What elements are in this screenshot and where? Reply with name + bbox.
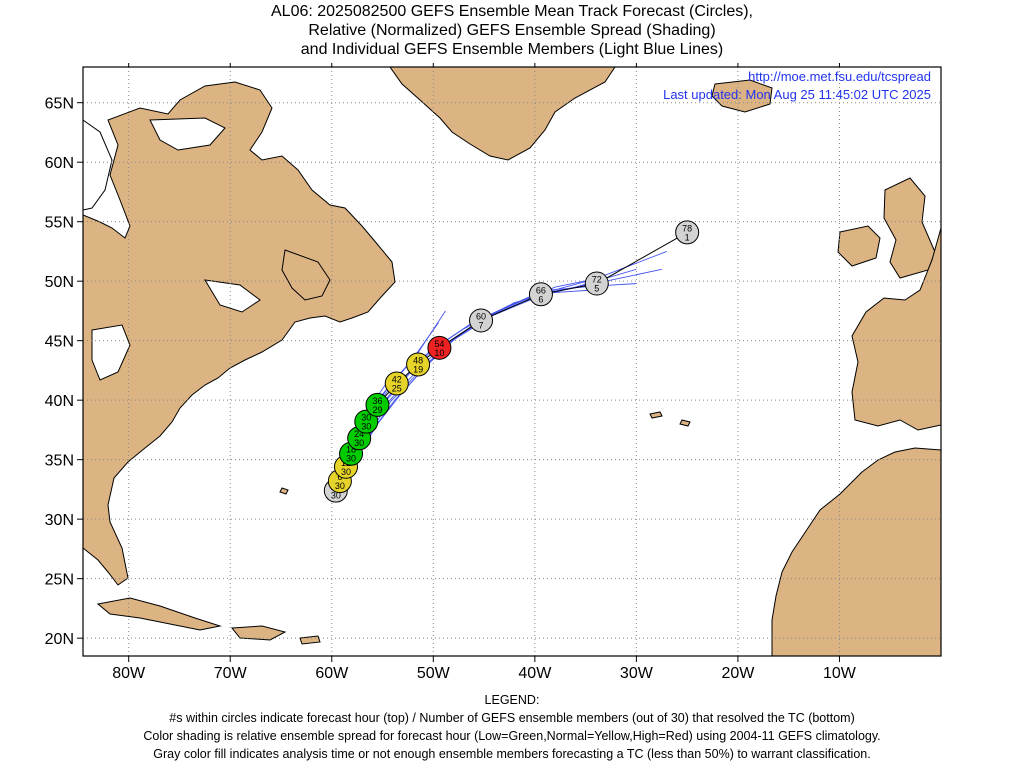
x-tick-label: 20W — [721, 665, 755, 682]
forecast-hour-label: 78 — [682, 223, 692, 233]
forecast-hour-label: 30 — [361, 413, 371, 423]
forecast-point: 607 — [469, 308, 494, 333]
chart-title-line-2: Relative (Normalized) GEFS Ensemble Spre… — [308, 22, 716, 39]
north-america-land — [83, 81, 396, 586]
plot-frame — [82, 66, 942, 657]
x-tick-label: 10W — [823, 665, 857, 682]
great-lakes — [91, 324, 131, 381]
member-count-label: 10 — [434, 348, 444, 358]
member-count-label: 30 — [335, 481, 345, 491]
land-masses — [83, 67, 941, 656]
y-tick-label: 35N — [45, 453, 74, 470]
bermuda-land — [279, 487, 289, 495]
forecast-circle — [365, 392, 390, 417]
forecast-point: 725 — [584, 271, 609, 296]
last-updated: Last updated: Mon Aug 25 11:45:02 UTC 20… — [663, 87, 931, 102]
forecast-hour-label: 24 — [354, 429, 364, 439]
x-axis: 80W 70W 60W 50W 40W 30W 20W 10W — [112, 63, 857, 682]
map-grid — [83, 67, 941, 656]
member-count-label: 19 — [413, 364, 423, 374]
legend-line-2: Color shading is relative ensemble sprea… — [143, 729, 881, 743]
forecast-hour-label: 48 — [413, 355, 423, 365]
forecast-circle — [528, 282, 553, 307]
forecast-circle — [675, 220, 700, 245]
forecast-circle — [354, 409, 379, 434]
member-count-label: 25 — [392, 384, 402, 394]
x-tick-label: 80W — [112, 665, 146, 682]
forecast-circle — [469, 308, 494, 333]
ireland-land — [837, 225, 881, 267]
x-tick-label: 60W — [315, 665, 349, 682]
member-count-label: 30 — [361, 422, 371, 432]
gulf-of-st-lawrence — [204, 279, 261, 313]
forecast-hour-label: 42 — [392, 375, 402, 385]
y-axis: 20N 25N 30N 35N 40N 45N 50N 55N 60N 65N — [45, 96, 83, 648]
x-tick-label: 40W — [518, 665, 552, 682]
iceland-land — [711, 79, 773, 113]
member-count-label: 1 — [685, 232, 690, 242]
forecast-hour-label: 36 — [372, 396, 382, 406]
y-tick-label: 65N — [45, 96, 74, 113]
forecast-circle — [384, 371, 409, 396]
hispaniola-land — [231, 625, 287, 641]
x-tick-label: 30W — [620, 665, 654, 682]
hudson-bay — [83, 119, 113, 211]
member-count-label: 30 — [341, 467, 351, 477]
forecast-hour-label: 66 — [536, 285, 546, 295]
forecast-point: 666 — [528, 282, 553, 307]
legend-line-3: Gray color fill indicates analysis time … — [153, 747, 871, 761]
azores-land — [649, 411, 663, 419]
legend-line-1: #s within circles indicate forecast hour… — [169, 711, 855, 725]
forecast-circle — [584, 271, 609, 296]
x-tick-label: 50W — [417, 665, 451, 682]
y-tick-label: 40N — [45, 393, 74, 410]
foxe-basin — [149, 117, 226, 151]
member-count-label: 30 — [354, 438, 364, 448]
y-tick-label: 60N — [45, 155, 74, 172]
forecast-hour-label: 54 — [434, 339, 444, 349]
forecast-hour-label: 18 — [346, 445, 356, 455]
chart-title-line-1: AL06: 2025082500 GEFS Ensemble Mean Trac… — [271, 3, 753, 20]
puerto-rico-land — [299, 635, 321, 645]
y-tick-label: 20N — [45, 631, 74, 648]
forecast-circle — [427, 335, 452, 360]
member-count-label: 7 — [479, 320, 484, 330]
source-url[interactable]: http://moe.met.fsu.edu/tcspread — [748, 69, 931, 84]
newfoundland-land — [281, 249, 331, 301]
y-tick-label: 50N — [45, 274, 74, 291]
europe-africa-land — [851, 227, 941, 431]
forecast-hour-label: 72 — [592, 275, 602, 285]
y-tick-label: 25N — [45, 572, 74, 589]
member-count-label: 30 — [346, 454, 356, 464]
forecast-hour-label: 60 — [476, 311, 486, 321]
member-count-label: 29 — [372, 405, 382, 415]
forecast-circles: 0306301230183024303030362942254819541060… — [323, 220, 700, 503]
legend-heading: LEGEND: — [484, 693, 540, 707]
forecast-point: 781 — [675, 220, 700, 245]
cuba-land — [96, 597, 222, 631]
greenland-land — [389, 67, 616, 161]
forecast-circle — [406, 352, 431, 377]
y-tick-label: 45N — [45, 334, 74, 351]
y-tick-label: 55N — [45, 215, 74, 232]
azores-land-east — [679, 419, 691, 427]
africa-land — [771, 447, 941, 656]
chart-title-line-3: and Individual GEFS Ensemble Members (Li… — [300, 41, 724, 58]
x-tick-label: 70W — [214, 665, 248, 682]
member-count-label: 5 — [594, 284, 599, 294]
member-count-label: 6 — [538, 294, 543, 304]
y-tick-label: 30N — [45, 512, 74, 529]
member-count-label: 30 — [331, 491, 341, 501]
